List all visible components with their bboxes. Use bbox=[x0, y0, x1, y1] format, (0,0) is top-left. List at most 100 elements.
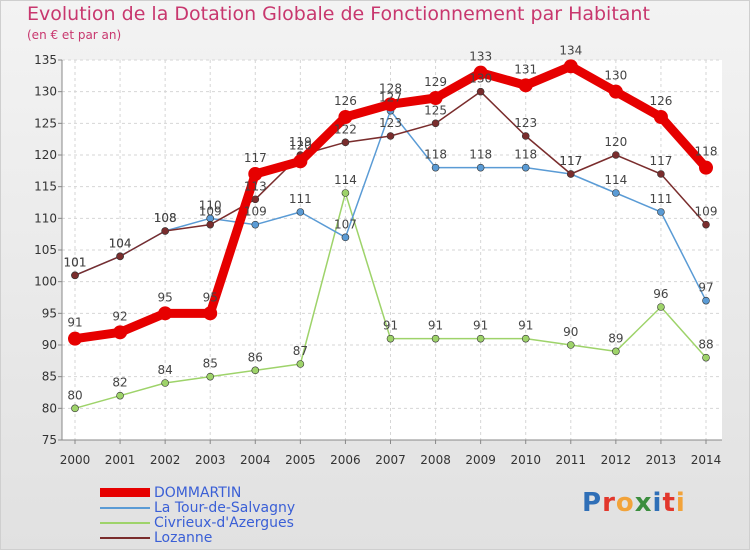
data-label-0: 128 bbox=[379, 81, 402, 95]
legend-swatch-la-tour-de-salvagny bbox=[100, 506, 150, 509]
data-label-1: 108 bbox=[154, 211, 177, 225]
data-label-1: 111 bbox=[649, 192, 672, 206]
data-label-3: 104 bbox=[109, 236, 132, 250]
legend-item-la-tour-de-salvagny: La Tour-de-Salvagny bbox=[100, 499, 296, 516]
data-label-3: 125 bbox=[424, 103, 447, 117]
data-label-1: 104 bbox=[109, 236, 132, 250]
data-label-2: 85 bbox=[203, 357, 218, 371]
data-label-1: 109 bbox=[244, 205, 267, 219]
legend-label-la-tour-de-salvagny: La Tour-de-Salvagny bbox=[154, 499, 296, 516]
chart-title: Evolution de la Dotation Globale de Fonc… bbox=[27, 3, 650, 25]
data-label-2: 80 bbox=[67, 388, 82, 402]
data-label-1: 97 bbox=[698, 281, 713, 295]
y-tick-label: 115 bbox=[34, 180, 57, 194]
data-label-2: 91 bbox=[383, 319, 398, 333]
data-label-1: 111 bbox=[289, 192, 312, 206]
data-point-0 bbox=[563, 59, 578, 74]
y-tick-label: 125 bbox=[34, 116, 57, 130]
data-point-1 bbox=[341, 233, 350, 242]
x-tick-label: 2009 bbox=[465, 453, 496, 467]
logo-letter: i bbox=[652, 488, 663, 518]
chart-legend: DOMMARTIN La Tour-de-Salvagny Civrieux-d… bbox=[100, 484, 296, 546]
y-tick-label: 135 bbox=[34, 53, 57, 67]
data-label-1: 118 bbox=[469, 148, 492, 162]
data-label-3: 101 bbox=[64, 255, 87, 269]
data-label-1: 107 bbox=[334, 217, 357, 231]
data-label-3: 109 bbox=[199, 205, 222, 219]
x-tick-label: 2000 bbox=[60, 453, 91, 467]
x-tick-label: 2008 bbox=[420, 453, 451, 467]
data-label-2: 91 bbox=[428, 319, 443, 333]
data-point-2 bbox=[116, 391, 124, 400]
data-point-2 bbox=[566, 341, 575, 349]
logo-letter: P bbox=[582, 488, 603, 518]
data-label-2: 88 bbox=[698, 338, 713, 352]
data-label-3: 117 bbox=[649, 154, 672, 168]
data-point-2 bbox=[476, 334, 485, 343]
data-label-3: 108 bbox=[154, 211, 177, 225]
x-tick-label: 2006 bbox=[330, 453, 361, 467]
logo-letter: i bbox=[675, 488, 686, 518]
data-point-3 bbox=[521, 132, 530, 140]
data-label-2: 96 bbox=[653, 287, 668, 301]
y-tick-label: 110 bbox=[34, 211, 57, 225]
data-point-0 bbox=[203, 306, 218, 321]
data-point-0 bbox=[68, 331, 82, 346]
data-label-1: 101 bbox=[64, 255, 87, 269]
data-label-3: 123 bbox=[514, 116, 537, 130]
data-point-1 bbox=[476, 163, 485, 172]
y-tick-label: 85 bbox=[42, 370, 57, 384]
data-label-3: 113 bbox=[244, 179, 267, 193]
x-tick-label: 2013 bbox=[646, 453, 677, 467]
data-point-0 bbox=[293, 154, 308, 169]
logo-letter: t bbox=[662, 488, 676, 518]
data-point-3 bbox=[206, 220, 215, 229]
data-point-3 bbox=[161, 227, 169, 235]
data-point-2 bbox=[657, 303, 665, 311]
x-tick-label: 2011 bbox=[556, 453, 587, 467]
data-label-1: 114 bbox=[604, 173, 627, 187]
data-point-2 bbox=[71, 404, 79, 413]
data-point-3 bbox=[702, 220, 710, 229]
data-point-0 bbox=[473, 65, 488, 80]
data-point-3 bbox=[476, 87, 485, 96]
data-point-3 bbox=[566, 170, 575, 178]
x-tick-label: 2005 bbox=[285, 453, 316, 467]
legend-item-civrieux: Civrieux-d'Azergues bbox=[100, 515, 295, 531]
data-point-3 bbox=[116, 252, 124, 261]
data-label-0: 134 bbox=[559, 43, 582, 57]
data-point-3 bbox=[341, 138, 350, 147]
proxiti-logo: Proxiti bbox=[582, 488, 686, 518]
data-label-2: 114 bbox=[334, 173, 357, 187]
data-label-0: 133 bbox=[469, 50, 492, 64]
data-label-2: 86 bbox=[248, 350, 263, 364]
data-point-1 bbox=[251, 220, 260, 229]
data-point-1 bbox=[657, 208, 665, 216]
data-point-1 bbox=[612, 189, 620, 197]
data-label-1: 117 bbox=[559, 154, 582, 168]
data-point-2 bbox=[521, 334, 530, 343]
logo-letter: o bbox=[615, 488, 635, 518]
data-point-3 bbox=[431, 119, 440, 128]
data-label-2: 90 bbox=[563, 325, 578, 339]
x-tick-label: 2010 bbox=[510, 453, 541, 467]
data-point-2 bbox=[251, 366, 260, 375]
x-tick-label: 2014 bbox=[691, 453, 722, 467]
data-label-0: 92 bbox=[112, 309, 127, 323]
data-label-1: 110 bbox=[199, 198, 222, 212]
legend-item-lozanne: Lozanne bbox=[100, 530, 295, 546]
data-label-3: 109 bbox=[695, 205, 718, 219]
legend-label-dommartin: DOMMARTIN bbox=[154, 484, 242, 501]
data-point-2 bbox=[386, 334, 395, 343]
x-tick-label: 2002 bbox=[150, 453, 181, 467]
y-tick-label: 100 bbox=[34, 275, 57, 289]
data-point-2 bbox=[341, 189, 350, 197]
data-label-2: 89 bbox=[608, 331, 623, 345]
data-label-0: 95 bbox=[158, 290, 173, 304]
data-point-3 bbox=[386, 132, 395, 140]
y-tick-label: 105 bbox=[34, 243, 57, 257]
data-label-2: 82 bbox=[112, 376, 127, 390]
logo-letter: r bbox=[602, 488, 616, 518]
data-label-0: 126 bbox=[334, 94, 357, 108]
